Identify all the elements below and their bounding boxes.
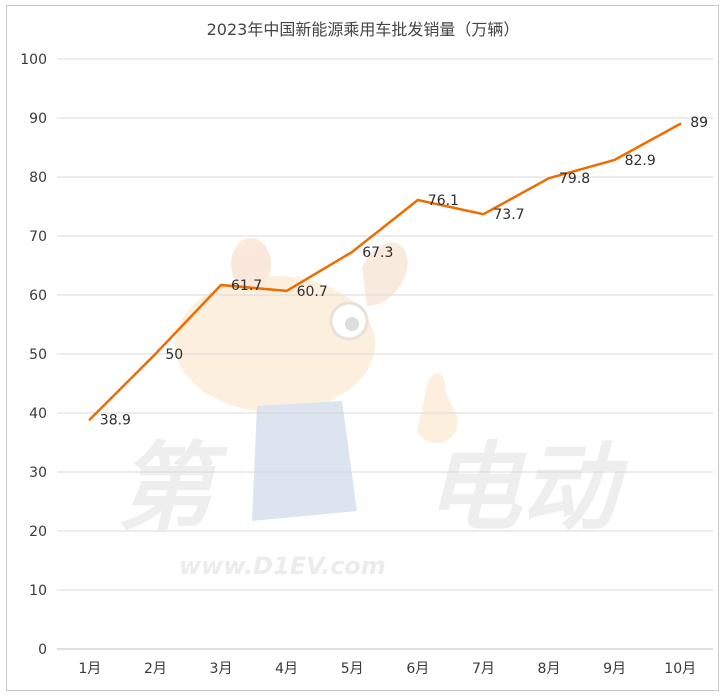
data-label: 79.8 [559,171,590,187]
y-tick-label: 100 [20,52,47,68]
x-tick-label: 4月 [275,661,298,677]
data-label: 60.7 [297,284,328,300]
x-tick-label: 7月 [472,661,495,677]
watermark-char-diandong: 电动 [425,432,629,544]
y-tick-label: 90 [29,111,47,127]
x-tick-label: 9月 [603,661,626,677]
data-label: 50 [165,347,183,363]
watermark-url: www.D1EV.com [179,552,386,580]
x-tick-label: 8月 [538,661,561,677]
y-tick-label: 20 [29,524,47,540]
y-tick-label: 60 [29,288,47,304]
gridlines [57,58,713,650]
y-axis-ticks: 0 10 20 30 40 50 60 70 80 90 100 [20,52,47,658]
data-label: 67.3 [362,245,393,261]
chart-title: 2023年中国新能源乘用车批发销量（万辆） [207,20,520,39]
d1ev-watermark-logo: 第 电动 www.D1EV.com [117,238,629,580]
y-tick-label: 30 [29,465,47,481]
x-axis-ticks: 1月 2月 3月 4月 5月 6月 7月 8月 9月 10月 [78,661,696,677]
line-chart: 第 电动 www.D1EV.com 2023年中国新能源乘用车批发销量（万辆） … [20,20,713,677]
x-tick-label: 2月 [144,661,167,677]
y-tick-label: 50 [29,347,47,363]
y-tick-label: 40 [29,406,47,422]
data-label: 76.1 [428,193,459,209]
data-label: 89 [690,115,708,131]
x-tick-label: 3月 [210,661,233,677]
data-label: 73.7 [493,207,524,223]
x-tick-label: 10月 [664,661,696,677]
data-label: 82.9 [625,153,656,169]
chart-frame: 第 电动 www.D1EV.com 2023年中国新能源乘用车批发销量（万辆） … [6,5,719,691]
y-tick-label: 70 [29,229,47,245]
y-tick-label: 10 [29,583,47,599]
data-labels: 38.9 50 61.7 60.7 67.3 76.1 73.7 79.8 82.9 89 [100,115,708,429]
y-tick-label: 80 [29,170,47,186]
data-label: 38.9 [100,412,131,428]
watermark-char-di: 第 [117,432,228,544]
y-tick-label: 0 [38,642,47,658]
x-tick-label: 6月 [406,661,429,677]
x-tick-label: 1月 [78,661,101,677]
data-label: 61.7 [231,278,262,294]
series-line [88,122,682,421]
x-tick-label: 5月 [341,661,364,677]
